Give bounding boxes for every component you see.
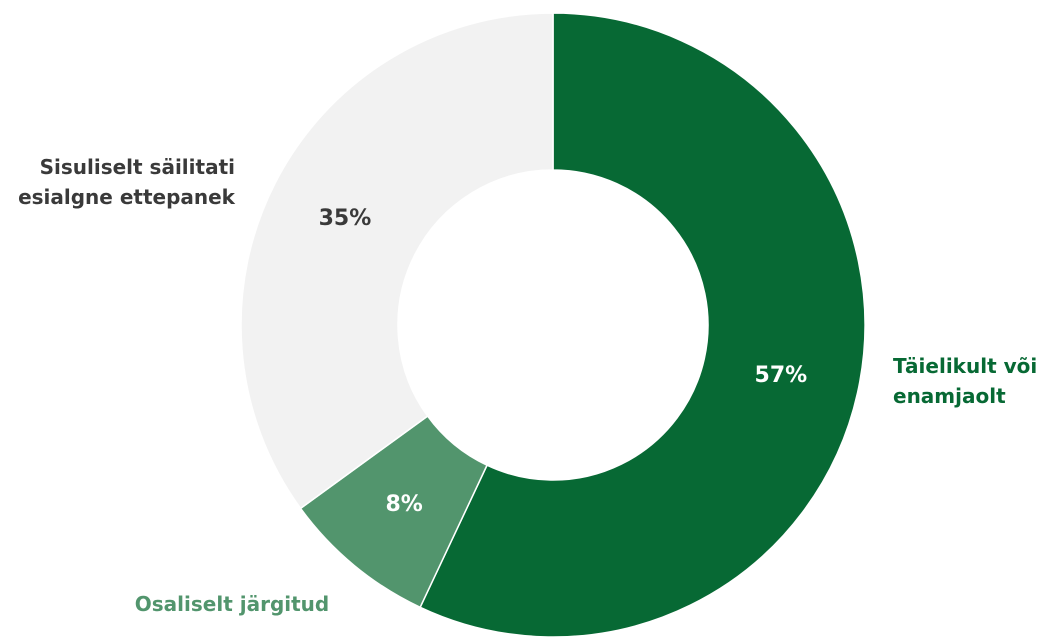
category-label: Täielikult või enamjaolt xyxy=(893,354,1037,408)
category-label-line: Osaliselt järgitud xyxy=(135,592,329,616)
value-label: 35% xyxy=(319,206,372,231)
slice xyxy=(240,12,554,510)
category-label: Sisuliselt säilitati esialgne ettepanek xyxy=(18,155,236,209)
category-label-line: esialgne ettepanek xyxy=(18,185,236,209)
category-label-line: Sisuliselt säilitati xyxy=(40,155,235,179)
category-label: Osaliselt järgitud xyxy=(135,592,329,616)
value-label: 57% xyxy=(755,363,808,388)
category-label-line: enamjaolt xyxy=(893,384,1006,408)
category-label-line: Täielikult või xyxy=(893,354,1037,378)
value-label: 8% xyxy=(385,492,422,517)
